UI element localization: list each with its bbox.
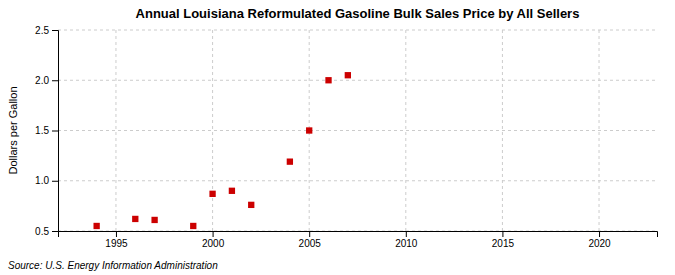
point bbox=[306, 127, 312, 133]
title: Annual Louisiana Reformulated Gasoline B… bbox=[136, 6, 580, 21]
y-axis-tick-mark bbox=[52, 231, 58, 232]
y-axis-tick-mark bbox=[52, 30, 58, 31]
point bbox=[190, 223, 196, 229]
x-axis-tick: 2015 bbox=[492, 231, 515, 249]
x-axis-tick-mark bbox=[502, 231, 503, 237]
x-axis-tick-mark bbox=[599, 231, 600, 237]
chart: 1995 2000 2005 2010 2015 2020 0.5 1.0 1.5 2.0 2.5 A… bbox=[0, 0, 675, 275]
point bbox=[248, 202, 254, 208]
grid-line-y bbox=[58, 30, 657, 31]
point bbox=[345, 72, 351, 78]
point bbox=[151, 217, 157, 223]
x-axis-tick-label: 2005 bbox=[299, 238, 322, 249]
x-axis-tick-label: 1995 bbox=[105, 238, 128, 249]
annotation: Source: U.S. Energy Information Administ… bbox=[8, 260, 218, 271]
x-axis-tick: 2005 bbox=[299, 231, 322, 249]
grid-line-x bbox=[115, 30, 116, 231]
point bbox=[287, 158, 293, 164]
y-axis-tick: 0.5 bbox=[35, 226, 58, 237]
grid-line-y bbox=[58, 180, 657, 181]
point bbox=[325, 77, 331, 83]
x-axis-tick-mark bbox=[213, 231, 214, 237]
x-axis-tick: 2000 bbox=[202, 231, 225, 249]
y-axis-tick-label: 1.0 bbox=[35, 175, 49, 186]
point bbox=[132, 216, 138, 222]
y-axis: 0.5 1.0 1.5 2.0 2.5 bbox=[35, 25, 58, 237]
grid bbox=[58, 30, 657, 231]
x-axis-tick-mark bbox=[406, 231, 407, 237]
y-axis-line bbox=[52, 31, 59, 232]
y-axis-tick-label: 1.5 bbox=[35, 125, 49, 136]
plot: 1995 2000 2005 2010 2015 2020 0.5 1.0 1.5 2.0 2.5 bbox=[35, 25, 657, 249]
x-axis-line bbox=[59, 232, 658, 238]
y-axis-tick-mark bbox=[52, 80, 58, 81]
y-axis-tick: 2.5 bbox=[35, 25, 58, 36]
grid-line-x bbox=[212, 30, 213, 231]
x-axis-tick-label: 2020 bbox=[588, 238, 611, 249]
x-axis-tick: 2020 bbox=[588, 231, 611, 249]
x-axis-tick-label: 2000 bbox=[202, 238, 225, 249]
y-axis-tick: 1.0 bbox=[35, 175, 58, 186]
y-axis-tick-mark bbox=[52, 131, 58, 132]
x-axis-tick: 2010 bbox=[395, 231, 418, 249]
x-axis-tick-mark bbox=[309, 231, 310, 237]
y-axis-title: Dollars per Gallon bbox=[7, 86, 19, 174]
x-axis-tick-label: 2010 bbox=[395, 238, 418, 249]
points bbox=[93, 72, 351, 229]
y-axis-tick: 1.5 bbox=[35, 125, 58, 136]
point bbox=[229, 188, 235, 194]
grid-line-y bbox=[58, 130, 657, 131]
y-axis-tick-label: 2.5 bbox=[35, 25, 49, 36]
y-axis-tick: 2.0 bbox=[35, 75, 58, 86]
x-axis-tick-label: 2015 bbox=[492, 238, 515, 249]
point bbox=[93, 223, 99, 229]
y-axis-tick-mark bbox=[52, 181, 58, 182]
y-axis-tick-label: 0.5 bbox=[35, 226, 49, 237]
x-axis-tick-mark bbox=[116, 231, 117, 237]
y-axis-tick-label: 2.0 bbox=[35, 75, 49, 86]
grid-line-y bbox=[58, 80, 657, 81]
point bbox=[209, 191, 215, 197]
x-axis: 1995 2000 2005 2010 2015 2020 bbox=[59, 231, 658, 249]
x-axis-tick: 1995 bbox=[105, 231, 128, 249]
